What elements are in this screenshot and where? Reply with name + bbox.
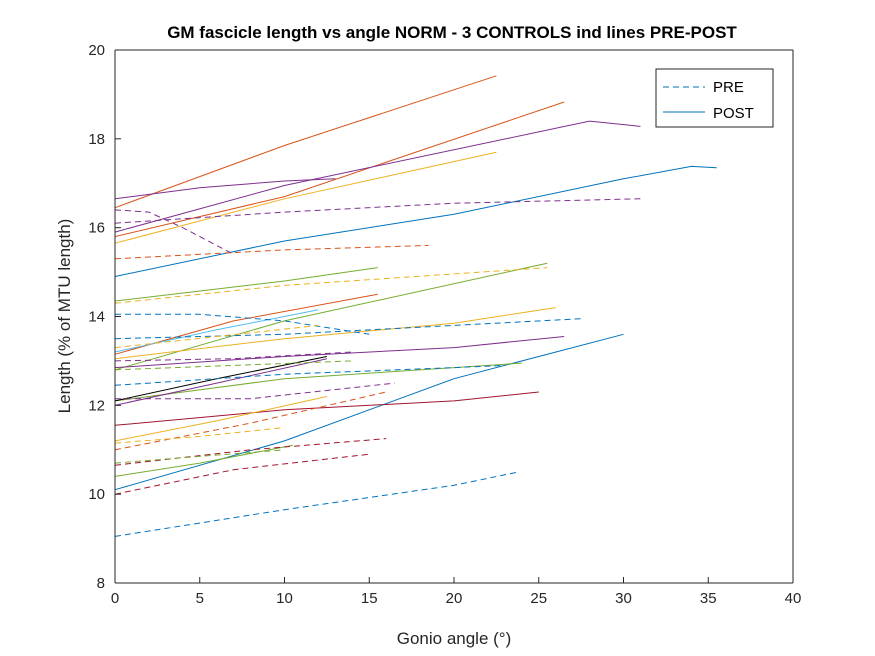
x-tick-label: 20 [446,590,463,607]
pre-series-line [114,209,234,255]
post-series-line [114,336,565,369]
post-series-line [114,309,319,353]
legend-post-label: POST [713,105,754,122]
post-series-line [114,444,294,477]
pre-series-line [114,391,387,451]
post-series-line [114,333,624,491]
pre-series-line [114,364,505,386]
y-tick-label: 18 [88,131,105,148]
x-tick-label: 40 [785,590,802,607]
post-series-line [114,151,497,244]
post-series-line [114,178,336,200]
post-series-line [114,358,328,406]
post-series-line [114,391,539,426]
y-tick-label: 10 [88,486,105,503]
post-series-line [114,101,565,238]
legend-box [655,68,774,128]
legend: PRE POST [655,68,774,128]
post-series-line [114,75,497,209]
pre-series-line [114,318,582,340]
post-series-line [114,267,378,302]
pre-series-line [114,427,285,444]
legend-pre-label: PRE [713,79,744,96]
x-tick-label: 30 [615,590,632,607]
pre-series-line [115,382,395,400]
pre-series-line [114,449,285,464]
x-axis-label: Gonio angle (°) [397,629,512,648]
post-series-line [114,262,548,371]
y-tick-label: 14 [88,309,105,326]
y-axis-label: Length (% of MTU length) [55,219,74,414]
post-series-line [114,307,556,360]
y-tick-label: 8 [97,575,105,592]
series-layer [114,75,717,537]
pre-series-line [114,324,319,349]
x-tick-label: 10 [276,590,293,607]
x-tick-label: 35 [700,590,717,607]
y-tick-label: 16 [88,220,105,237]
post-series-line [114,120,641,233]
x-tick-label: 25 [530,590,547,607]
pre-series-line [114,453,370,495]
pre-series-line [114,244,429,260]
post-series-line [114,362,522,402]
pre-series-line [114,438,387,466]
pre-series-line [114,267,548,304]
y-tick-label: 20 [88,42,105,59]
x-tick-label: 5 [196,590,204,607]
post-series-line [114,396,328,442]
pre-series-line [114,471,519,537]
x-tick-label: 15 [361,590,378,607]
x-tick-label: 0 [111,590,119,607]
post-series-line [114,165,717,277]
y-tick-label: 12 [88,397,105,414]
pre-series-line [114,198,641,224]
tick-layer: 0 5 10 15 20 25 30 35 40 8 10 12 14 16 18 20 [88,42,801,607]
pre-series-line [115,313,370,335]
plot-area [115,50,793,583]
chart-title: GM fascicle length vs angle NORM - 3 CON… [167,23,737,42]
